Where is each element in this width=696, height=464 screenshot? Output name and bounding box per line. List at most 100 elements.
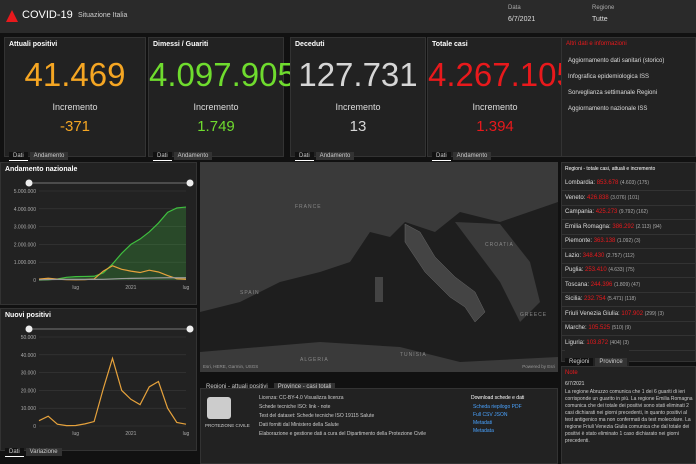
region-row[interactable]: Veneto: 426.838 (3.076) (101) [562,192,695,206]
kpi-increment-label: Incremento [472,102,518,112]
region-name: Friuli Venezia Giulia: [565,310,620,317]
region-name: Lazio: [565,252,582,259]
kpi-tabs: Dati Andamento [9,144,70,162]
kpi-tabs: Dati Andamento [295,144,356,162]
kpi-increment-label: Incremento [193,102,239,112]
info-link[interactable]: Aggiornamento dati sanitari (storico) [568,58,665,64]
kpi-increment-label: Incremento [335,102,381,112]
sardinia[interactable] [375,277,383,302]
chart-panel: Andamento nazionale 0 1.000.000 2.000.000 3.… [0,162,197,305]
region-row[interactable]: Toscana: 244.396 (1.809) (47) [562,279,695,293]
info-line: Licenza: CC-BY-4.0 Visualizza licenza [259,395,344,401]
region-name: Marche: [565,325,587,331]
tab[interactable]: Dati [432,152,451,161]
x-tick-label: lug [183,285,190,291]
note-text: La regione Abruzzo comunica che 1 dei 6 … [565,389,693,444]
region-detail: (1.809) (47) [614,281,641,288]
tab[interactable]: Dati [5,448,24,457]
region-cases: 348.430 [582,252,605,259]
region-name: Emilia Romagna: [565,223,611,230]
region-detail: (9.792) (162) [619,209,648,215]
region-cases: 232.754 [584,296,606,302]
region-detail: (2.757) (112) [606,252,635,259]
info-panel: PROTEZIONE CIVILE Licenza: CC-BY-4.0 Visu… [200,388,558,464]
kpi-value: 127.731 [298,56,418,93]
tab[interactable]: Variazione [25,448,62,456]
download-link[interactable]: Metadati [473,420,493,426]
series-line [38,206,187,281]
y-tick-label: 5.000.000 [14,189,36,195]
info-link[interactable]: Sorveglianza settimanale Regioni [568,90,658,96]
map-label: GREECE [520,312,548,318]
kpi-card: Dimessi / Guariti 4.097.905 Incremento 1.74… [148,37,296,161]
y-tick-label: 1.000.000 [14,260,36,266]
download-link[interactable]: Scheda riepilogo PDF [473,404,522,410]
map-attribution: Esri, HERE, Garmin, USGS [203,364,259,369]
region-row[interactable]: Puglia: 253.410 (4.633) (75) [562,264,695,278]
region-row[interactable]: Lazio: 348.430 (2.757) (112) [562,250,695,264]
tab[interactable]: Dati [295,152,314,161]
italy[interactable] [404,223,486,323]
tab[interactable]: Dati [9,152,28,161]
region-cases: 253.410 [585,267,607,273]
y-tick-label: 3.000.000 [14,225,36,231]
region-cases: 107.902 [621,310,644,317]
region-detail: (4.633) (75) [608,267,635,273]
download-link[interactable]: Full CSV JSON [473,412,508,418]
region-row[interactable]: Lombardia: 853.678 (4.603) (175) [562,177,695,191]
map: FRANCE SPAIN CROATIA ALGERIA TUNISIA GREECE Es… [200,162,558,372]
info-line: Elaborazione e gestione dati a cura del … [259,431,427,437]
tab[interactable]: Andamento [173,152,213,160]
y-tick-label: 2.000.000 [14,242,36,248]
region-name: Piemonte: [565,238,593,244]
region-cases: 386.292 [612,223,635,230]
land [200,162,558,312]
chart-tabs: Dati Variazione [5,440,64,458]
download-link[interactable]: Metadata [473,428,494,434]
title: COVID-19 [22,9,73,21]
map-label: TUNISIA [400,352,427,358]
kpi-increment: -371 [59,118,91,135]
region-name: Lombardia: [565,180,596,186]
kpi-increment: 1.394 [476,118,514,135]
kpi-card: Attuali positivi 41.469 Incremento -371 Dati… [4,37,146,161]
region-name: Campania: [565,209,595,215]
map-canvas[interactable] [200,162,558,372]
note-title: Note [565,370,578,376]
tab[interactable]: Andamento [452,152,492,160]
region-row[interactable]: Friuli Venezia Giulia: 107.902 (299) (3) [562,308,695,322]
region-row[interactable]: Marche: 105.525 (510) (9) [562,322,695,336]
region-row[interactable]: Liguria: 103.872 (404) (3) [562,337,695,351]
tab[interactable]: Province [595,358,627,366]
x-tick-label: 2021 [125,431,136,437]
tab[interactable]: Dati [153,152,172,161]
region-row[interactable]: Piemonte: 363.138 (1.092) (3) [562,235,695,249]
links-panel: Altri dati e informazioni Aggiornamento d… [561,37,696,157]
info-link[interactable]: Infografica epidemiologica ISS [568,74,650,80]
org-name: PROTEZIONE CIVILE [205,423,250,428]
tab[interactable]: Andamento [315,152,355,160]
region-cases: 244.396 [590,281,613,288]
tab[interactable]: Andamento [29,152,69,160]
region-detail: (3.076) (101) [610,194,640,201]
region-select[interactable]: Tutte [592,16,608,23]
tab[interactable]: Province - casi totali [273,383,336,391]
x-tick-label: 2021 [125,285,136,291]
region-row[interactable]: Emilia Romagna: 386.292 (2.113) (94) [562,221,695,235]
info-link[interactable]: Aggiornamento nazionale ISS [568,106,648,112]
region-row[interactable]: Sicilia: 232.754 (5.471) (118) [562,293,695,307]
kpi-card: Deceduti 127.731 Incremento 13 Dati Andamento [290,37,426,161]
series-line [38,356,187,427]
region-cases: 426.838 [587,194,609,201]
region-row[interactable]: Campania: 425.273 (9.792) (162) [562,206,695,220]
area [39,207,186,280]
region-name: Toscana: [565,281,590,288]
info-line: Test del dataset: Schede tecniche ISO 19… [259,413,375,419]
y-tick-label: 0 [33,424,36,430]
links-title: Altri dati e informazioni [566,41,627,47]
region-cases: 425.273 [595,209,618,215]
kpi-increment: 1.749 [197,118,235,135]
info-line: Schede tecniche ISO: link - note [259,404,331,410]
series-line [38,277,187,281]
